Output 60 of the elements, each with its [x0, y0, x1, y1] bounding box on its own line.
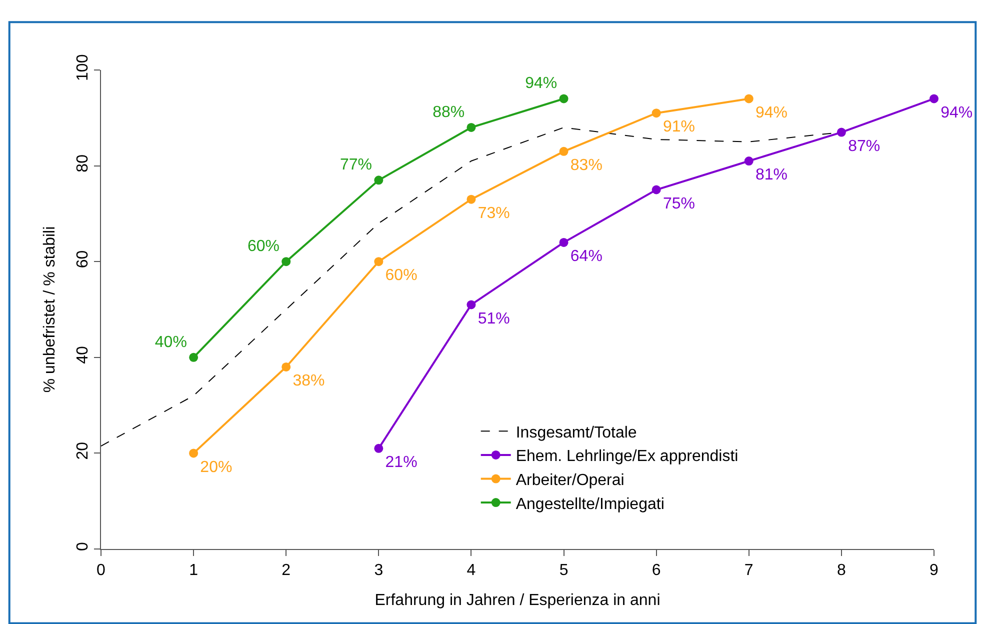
data-label: 87% — [848, 138, 880, 155]
x-tick-label: 3 — [374, 562, 384, 580]
point — [559, 238, 568, 247]
legend-label: Arbeiter/Operai — [516, 472, 624, 489]
data-label: 64% — [570, 248, 602, 266]
point — [282, 362, 291, 372]
data-label: 40% — [154, 334, 187, 351]
point — [466, 122, 476, 132]
data-label: 94% — [525, 75, 558, 92]
y-tick-label: 60 — [74, 250, 92, 268]
y-tick-label: 80 — [74, 154, 92, 172]
data-label: 83% — [570, 157, 602, 174]
data-label: 73% — [478, 204, 510, 222]
data-label: 51% — [478, 310, 510, 328]
data-label: 77% — [340, 156, 372, 174]
x-tick-label: 8 — [836, 562, 846, 580]
y-axis-title: % unbefristet / % stabili — [42, 226, 58, 393]
point — [652, 185, 661, 194]
data-label: 20% — [200, 458, 232, 476]
point — [559, 146, 568, 156]
data-label: 94% — [756, 104, 788, 122]
data-label: 91% — [662, 118, 695, 136]
data-label: 21% — [385, 454, 418, 472]
data-label: 75% — [662, 195, 695, 212]
point — [374, 257, 384, 266]
y-tick-label: 40 — [74, 346, 92, 364]
point — [466, 194, 476, 204]
data-label: 38% — [292, 372, 325, 390]
data-label: 81% — [756, 166, 788, 184]
point — [189, 352, 198, 362]
point — [744, 94, 754, 104]
point — [374, 444, 384, 453]
point — [374, 176, 384, 185]
legend-label: Angestellte/Impiegati — [516, 496, 664, 513]
point — [930, 94, 938, 104]
point — [466, 300, 476, 310]
x-tick-label: 2 — [282, 562, 291, 580]
point — [559, 94, 568, 104]
x-axis-title: Erfahrung in Jahren / Esperienza in anni — [374, 592, 660, 609]
data-label: 60% — [247, 238, 280, 255]
x-tick-label: 0 — [96, 562, 106, 580]
legend-label: Ehem. Lehrlinge/Ex apprendisti — [516, 448, 738, 466]
legend-label: Insgesamt/Totale — [516, 424, 637, 442]
x-tick-label: 1 — [189, 562, 198, 580]
data-label: 94% — [940, 104, 973, 122]
point — [189, 448, 198, 458]
x-tick-label: 6 — [652, 562, 661, 580]
data-label: 60% — [385, 267, 418, 284]
x-tick-label: 7 — [744, 562, 754, 580]
y-tick-label: 20 — [74, 442, 92, 460]
x-tick-label: 5 — [559, 562, 568, 580]
y-tick-label: 100 — [74, 54, 92, 81]
x-tick-label: 9 — [930, 562, 939, 580]
x-tick-label: 4 — [466, 562, 476, 580]
point — [652, 108, 661, 118]
point — [282, 257, 291, 266]
point — [836, 128, 846, 137]
data-label: 88% — [432, 104, 465, 121]
point — [744, 156, 754, 166]
y-tick-label: 0 — [74, 542, 92, 552]
